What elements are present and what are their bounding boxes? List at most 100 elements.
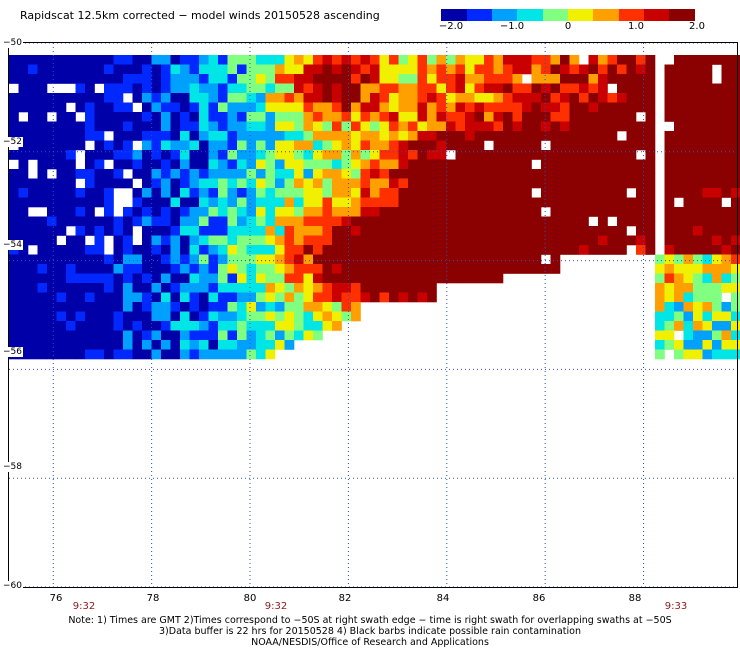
wind-cell [721,169,732,179]
wind-cell [474,131,485,141]
wind-cell [199,245,209,255]
wind-cell [408,131,418,141]
wind-cell [702,150,713,160]
wind-cell [664,64,675,75]
wind-cell [189,245,200,255]
wind-cell [370,245,380,255]
wind-cell [398,64,409,75]
wind-cell [702,197,713,208]
wind-cell [151,302,162,312]
wind-cell [37,283,48,293]
wind-cell [246,102,257,113]
wind-cell [294,273,304,284]
wind-cell [9,216,19,227]
wind-cell [398,254,409,265]
wind-cell [474,169,485,179]
wind-cell [265,178,276,189]
wind-cell [28,83,38,94]
wind-cell [683,330,694,341]
wind-cell [579,207,589,217]
wind-cell [560,140,570,151]
wind-cell [721,245,732,255]
wind-cell [683,74,694,84]
wind-cell [227,302,238,312]
wind-cell [199,292,209,303]
wind-cell [417,55,428,65]
wind-cell [712,93,722,103]
wind-cell [284,245,295,255]
wind-cell [18,140,29,151]
wind-cell [180,216,190,227]
wind-cell [351,150,361,160]
wind-cell [151,112,162,122]
wind-cell [123,330,133,341]
wind-cell [275,112,285,122]
wind-cell [712,235,722,246]
wind-cell [113,264,124,274]
wind-cell [474,150,485,160]
wind-cell [569,245,580,255]
wind-cell [626,159,637,170]
wind-cell [313,178,323,189]
wind-cell [75,216,86,227]
wind-cell [132,55,143,65]
wind-cell [189,83,200,94]
wind-cell [560,216,570,227]
wind-cell [161,207,171,217]
wind-cell [9,121,19,132]
wind-cell [104,64,114,75]
wind-cell [189,121,200,132]
wind-cell [341,64,352,75]
wind-cell [512,245,523,255]
wind-cell [683,292,694,303]
wind-cell [208,321,219,331]
wind-cell [246,188,257,198]
wind-cell [436,55,447,65]
wind-cell [636,55,646,65]
wind-cell [550,159,561,170]
wind-cell [341,283,352,293]
wind-cell [161,150,171,160]
wind-cell [598,64,608,75]
wind-cell [626,207,637,217]
wind-cell [132,292,143,303]
wind-cell [503,93,513,103]
wind-cell [256,121,266,132]
wind-cell [180,273,190,284]
wind-cell [484,74,494,84]
wind-cell [465,150,475,160]
wind-cell [617,83,627,94]
wind-cell [189,302,200,312]
wind-cell [465,112,475,122]
wind-cell [607,169,618,179]
wind-cell [541,178,551,189]
wind-cell [104,121,114,132]
wind-cell [218,264,228,274]
wind-cell [313,245,323,255]
wind-cell [512,102,523,113]
wind-cell [541,264,551,274]
wind-cell [246,131,257,141]
wind-cell [170,330,181,341]
wind-cell [75,273,86,284]
wind-cell [417,121,428,132]
wind-cell [28,226,38,236]
wind-cell [674,121,684,132]
wind-cell [113,93,124,103]
wind-cell [151,74,162,84]
wind-cell [674,140,684,151]
wind-cell [512,140,523,151]
wind-cell [683,102,694,113]
wind-cell [408,55,418,65]
wind-cell [208,112,219,122]
wind-cell [484,112,494,122]
wind-cell [75,321,86,331]
wind-cell [94,102,105,113]
wind-cell [683,131,694,141]
wind-cell [427,207,437,217]
wind-cell [360,226,371,236]
wind-cell [702,93,713,103]
wind-cell [265,330,276,341]
wind-cell [341,121,352,132]
wind-cell [351,93,361,103]
